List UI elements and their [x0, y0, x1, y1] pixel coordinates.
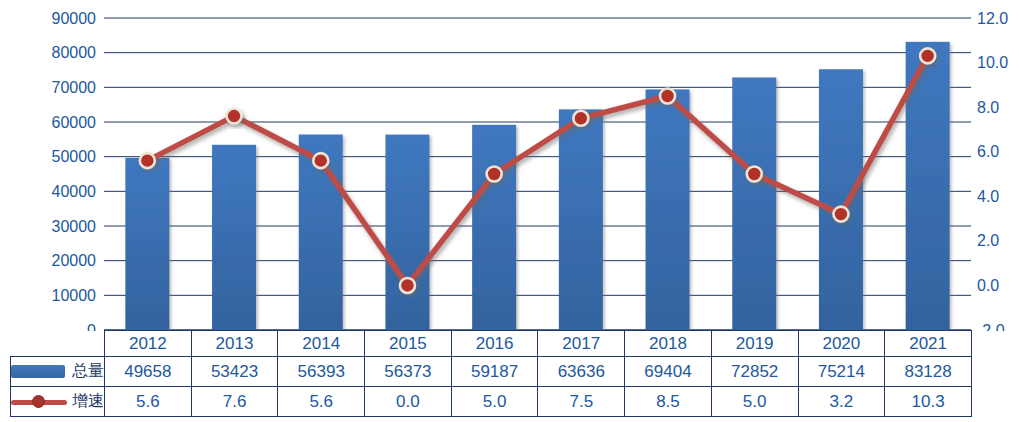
table-value-cell: 53423	[191, 357, 278, 387]
left-axis-tick-label: 30000	[52, 218, 97, 235]
table-value-cell: 5.0	[451, 387, 538, 417]
table-value-cell: 56373	[365, 357, 452, 387]
legend-cell: 增速	[11, 387, 105, 417]
year-header-cell: 2020	[798, 331, 885, 357]
table-value-cell: 5.6	[105, 387, 192, 417]
left-axis-tick-label: 20000	[52, 252, 97, 269]
right-axis-tick-label: 8.0	[977, 99, 999, 116]
line-marker-2019	[747, 167, 762, 182]
bar-2020	[819, 69, 863, 330]
chart-data-table: 2012201320142015201620172018201920202021…	[10, 330, 972, 417]
table-value-cell: 5.6	[278, 387, 365, 417]
bar-2019	[732, 77, 776, 330]
table-value-cell: 5.0	[711, 387, 798, 417]
right-axis-tick-label: 10.0	[977, 54, 1008, 71]
line-marker-2017	[573, 111, 588, 126]
right-axis-tick-label: 6.0	[977, 143, 999, 160]
year-header-cell: 2017	[538, 331, 625, 357]
table-value-cell: 49658	[105, 357, 192, 387]
left-axis-tick-label: 80000	[52, 44, 97, 61]
table-value-cell: 83128	[885, 357, 972, 387]
line-marker-2014	[313, 153, 328, 168]
year-header-cell: 2018	[625, 331, 712, 357]
table-value-cell: 7.6	[191, 387, 278, 417]
table-row: 总量49658534235639356373591876363669404728…	[11, 357, 972, 387]
table-value-cell: 3.2	[798, 387, 885, 417]
chart-plot-area: 0100002000030000400005000060000700008000…	[0, 0, 1019, 331]
left-axis-tick-label: 90000	[52, 10, 97, 27]
line-marker-2020	[833, 207, 848, 222]
line-marker-2013	[227, 109, 242, 124]
bar-2015	[385, 135, 429, 330]
table-value-cell: 7.5	[538, 387, 625, 417]
table-value-cell: 69404	[625, 357, 712, 387]
table-blank-corner	[11, 331, 105, 357]
right-axis-tick-label: 12.0	[977, 10, 1008, 27]
year-header-cell: 2013	[191, 331, 278, 357]
bar-2013	[212, 145, 256, 330]
table-value-cell: 10.3	[885, 387, 972, 417]
right-axis-tick-label: -2.0	[977, 322, 1005, 332]
growth-rate-line	[147, 56, 927, 286]
left-axis-tick-label: 50000	[52, 148, 97, 165]
line-marker-2015	[400, 278, 415, 293]
combo-chart-figure: 0100002000030000400005000060000700008000…	[0, 0, 1019, 422]
left-axis-tick-label: 70000	[52, 79, 97, 96]
left-axis-tick-label: 10000	[52, 287, 97, 304]
bar-2016	[472, 125, 516, 330]
table-row: 增速5.67.65.60.05.07.58.55.03.210.3	[11, 387, 972, 417]
table-value-cell: 59187	[451, 357, 538, 387]
legend-cell: 总量	[11, 357, 105, 387]
table-value-cell: 75214	[798, 357, 885, 387]
line-marker-2016	[487, 167, 502, 182]
table-year-header-row: 2012201320142015201620172018201920202021	[11, 331, 972, 357]
year-header-cell: 2021	[885, 331, 972, 357]
legend-series-label: 增速	[72, 391, 104, 412]
year-header-cell: 2014	[278, 331, 365, 357]
bar-2012	[125, 158, 169, 330]
table-value-cell: 0.0	[365, 387, 452, 417]
legend-line-marker-swatch-icon	[11, 395, 65, 409]
left-axis-tick-label: 40000	[52, 183, 97, 200]
right-axis-tick-label: 2.0	[977, 232, 999, 249]
legend-bar-swatch-icon	[11, 365, 65, 378]
table-value-cell: 56393	[278, 357, 365, 387]
table-value-cell: 8.5	[625, 387, 712, 417]
table-value-cell: 63636	[538, 357, 625, 387]
year-header-cell: 2016	[451, 331, 538, 357]
legend-series-label: 总量	[72, 361, 104, 382]
year-header-cell: 2019	[711, 331, 798, 357]
table-value-cell: 72852	[711, 357, 798, 387]
line-marker-2012	[140, 153, 155, 168]
right-axis-tick-label: 0.0	[977, 277, 999, 294]
line-marker-2021	[920, 48, 935, 63]
left-axis-tick-label: 60000	[52, 114, 97, 131]
right-axis-tick-label: 4.0	[977, 188, 999, 205]
year-header-cell: 2012	[105, 331, 192, 357]
bar-2018	[646, 89, 690, 330]
bar-2017	[559, 109, 603, 330]
line-marker-2018	[660, 89, 675, 104]
year-header-cell: 2015	[365, 331, 452, 357]
